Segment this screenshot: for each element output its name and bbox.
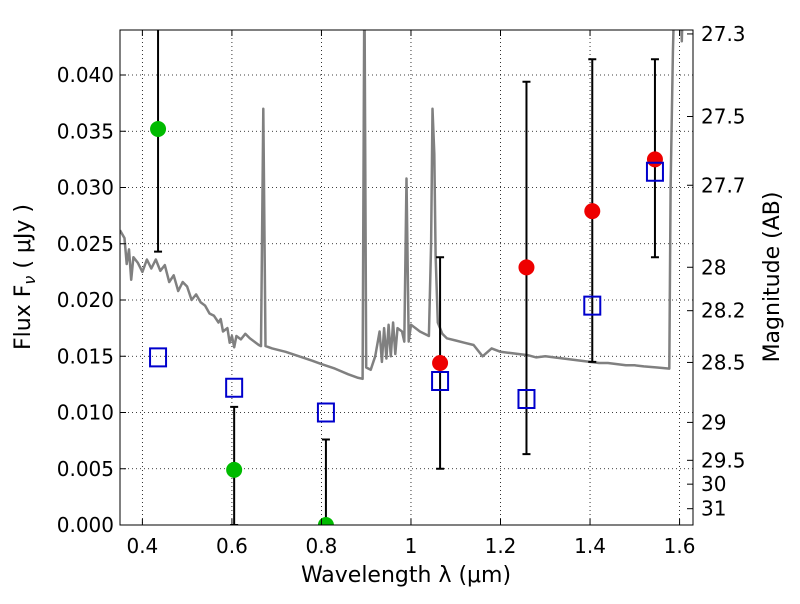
right-tick-label: 28.2 — [701, 299, 746, 323]
red-circle-point — [584, 203, 601, 220]
plot-frame — [119, 29, 694, 526]
right-tick-label: 27.7 — [701, 173, 746, 197]
x-tick-label: 1.4 — [574, 534, 606, 558]
right-tick-label: 29 — [701, 410, 726, 434]
red-circle-point — [518, 259, 535, 276]
y-tick-label: 0.025 — [57, 232, 114, 256]
y-tick-label: 0.040 — [57, 63, 114, 87]
axis-ticks — [120, 30, 693, 526]
x-tick-label: 0.4 — [126, 534, 158, 558]
right-tick-label: 28 — [701, 255, 726, 279]
green-circle-point — [150, 121, 167, 137]
grid-lines — [120, 30, 693, 526]
model-spectrum-line — [120, 30, 684, 381]
right-axis-label: Magnitude (AB) — [760, 192, 785, 363]
plot-background — [120, 30, 693, 525]
x-tick-label: 0.6 — [216, 534, 248, 558]
x-tick-label: 1.2 — [485, 534, 517, 558]
axis-tick-labels: 0.4 0.6 0.8 1 1.2 1.4 1.6 0.000 0.005 0.010 0.015 0… — [57, 22, 746, 558]
y-tick-label: 0.005 — [57, 457, 114, 481]
x-tick-label: 1.6 — [664, 534, 696, 558]
x-tick-label: 0.8 — [306, 534, 338, 558]
y-tick-label: 0.020 — [57, 288, 114, 312]
green-circle-point — [226, 461, 243, 478]
data-markers — [149, 121, 664, 525]
right-tick-label: 30 — [701, 472, 726, 496]
y-tick-label: 0.015 — [57, 344, 114, 368]
plot-content — [120, 30, 684, 525]
blue-square-point — [225, 377, 244, 398]
y-tick-label: 0.035 — [57, 119, 114, 143]
blue-square-point — [583, 295, 602, 316]
x-tick-label: 1 — [405, 534, 418, 558]
right-tick-label: 27.3 — [701, 22, 746, 46]
red-circle-point — [646, 151, 663, 168]
blue-square-point — [431, 371, 450, 391]
right-tick-label: 31 — [701, 497, 726, 521]
x-axis-label: Wavelength λ (μm) — [301, 563, 511, 588]
red-circle-point — [432, 355, 449, 371]
right-tick-label: 28.5 — [701, 350, 746, 374]
blue-square-point — [316, 402, 335, 423]
y-tick-label: 0.030 — [57, 176, 114, 200]
y-axis-label: Flux Fν ( μJy ) — [11, 204, 39, 350]
right-tick-label: 29.5 — [701, 448, 746, 472]
y-tick-label: 0.000 — [57, 513, 114, 537]
blue-square-point — [517, 389, 536, 409]
y-tick-label: 0.010 — [57, 401, 114, 425]
blue-square-point — [149, 347, 168, 368]
blue-square-point — [645, 161, 664, 182]
right-tick-label: 27.5 — [701, 105, 746, 129]
